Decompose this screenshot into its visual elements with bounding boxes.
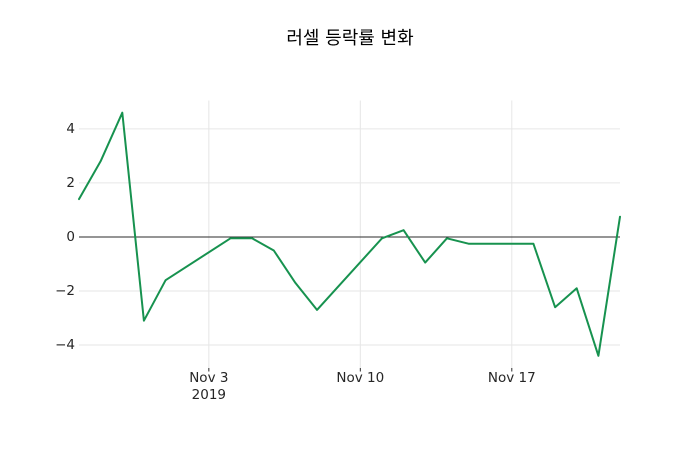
x-tick-label: Nov 3 [189,370,229,386]
x-axis-year-label: 2019 [191,387,227,403]
x-tick-label: Nov 17 [487,370,536,386]
x-tick-label: Nov 10 [336,370,385,386]
y-tick-label: 2 [66,174,75,191]
y-tick-label: 0 [66,228,75,245]
y-tick-label: −4 [55,337,75,354]
chart-title: 러셀 등락률 변화 [286,28,414,49]
y-tick-label: 4 [66,120,75,137]
data-line-series [78,111,621,357]
y-tick-label: −2 [55,282,75,299]
